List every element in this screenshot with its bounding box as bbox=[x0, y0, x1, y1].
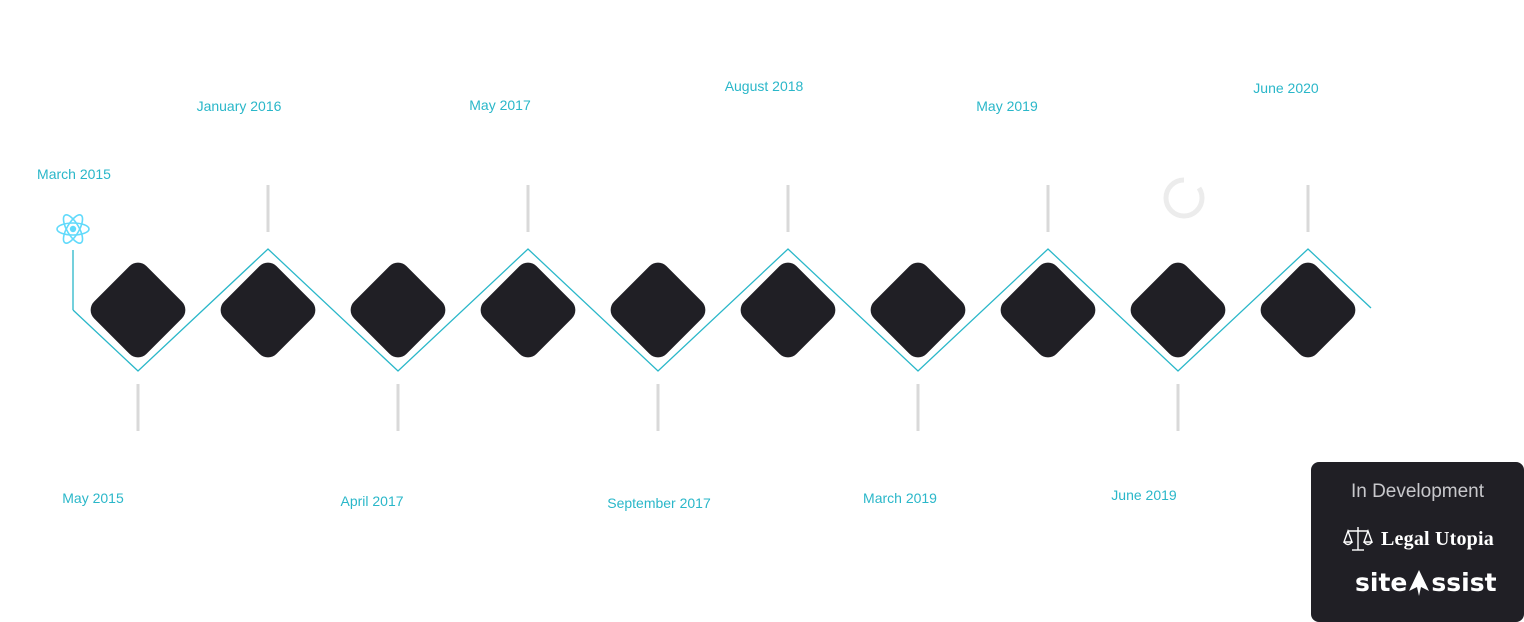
loading-spinner-icon bbox=[1163, 176, 1205, 219]
date-label: March 2019 bbox=[863, 490, 937, 506]
timeline-node[interactable] bbox=[996, 258, 1101, 363]
connector-lines bbox=[136, 185, 1310, 431]
timeline-node[interactable] bbox=[1256, 258, 1361, 363]
timeline-node[interactable] bbox=[866, 258, 971, 363]
timeline-node[interactable] bbox=[606, 258, 711, 363]
date-label: June 2019 bbox=[1111, 487, 1177, 503]
timeline-path bbox=[72, 248, 1372, 372]
a-cursor-icon bbox=[1409, 569, 1430, 596]
timeline-node[interactable] bbox=[346, 258, 451, 363]
timeline-nodes bbox=[86, 258, 1361, 363]
siteassist-text-prefix: site bbox=[1355, 568, 1408, 597]
timeline-node[interactable] bbox=[1126, 258, 1231, 363]
date-label: August 2018 bbox=[724, 78, 804, 94]
siteassist-logo[interactable]: site ssist bbox=[1355, 568, 1497, 597]
siteassist-text-suffix: ssist bbox=[1431, 568, 1497, 597]
timeline-node[interactable] bbox=[216, 258, 321, 363]
legal-utopia-logo[interactable]: Legal Utopia bbox=[1343, 524, 1494, 554]
scales-icon bbox=[1343, 527, 1373, 551]
panel-title: In Development bbox=[1350, 481, 1485, 502]
legal-utopia-text: Legal Utopia bbox=[1381, 527, 1494, 550]
timeline-node[interactable] bbox=[86, 258, 191, 363]
date-label: January 2016 bbox=[196, 98, 282, 114]
timeline-node[interactable] bbox=[476, 258, 581, 363]
date-label: May 2015 bbox=[62, 490, 124, 506]
react-icon bbox=[56, 214, 90, 244]
date-label: September 2017 bbox=[607, 495, 711, 511]
in-development-panel: In Development Legal Utopia site ssist bbox=[1311, 462, 1524, 622]
date-label: May 2017 bbox=[469, 97, 531, 113]
date-label: May 2019 bbox=[976, 98, 1038, 114]
date-label: June 2020 bbox=[1253, 80, 1319, 96]
start-date-label: March 2015 bbox=[37, 166, 111, 182]
timeline-node[interactable] bbox=[736, 258, 841, 363]
date-label: April 2017 bbox=[340, 493, 404, 509]
